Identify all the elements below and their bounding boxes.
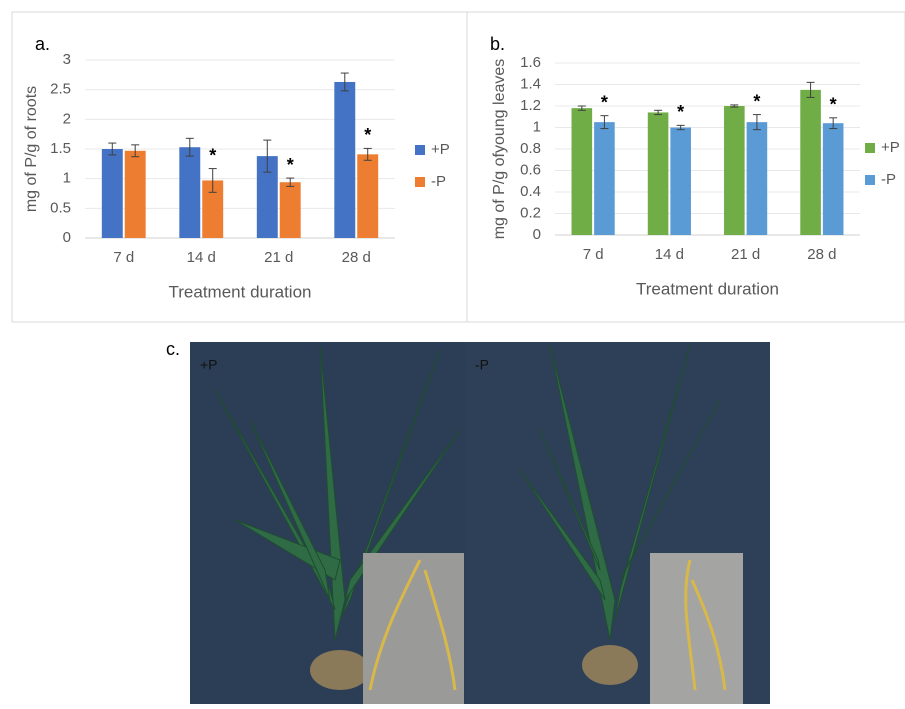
y-tick-label: 0.2: [520, 204, 541, 221]
root-ball: [310, 650, 370, 690]
panel-label: c.: [166, 339, 180, 359]
y-tick-label: 1: [63, 170, 71, 187]
legend-swatch: [865, 143, 875, 153]
legend-swatch: [415, 177, 425, 187]
legend-swatch: [415, 145, 425, 155]
bar: [357, 154, 378, 238]
legend-swatch: [865, 175, 875, 185]
x-axis-title: Treatment duration: [169, 282, 312, 301]
x-tick-label: 7 d: [113, 249, 134, 266]
photo-label: +P: [200, 357, 218, 373]
x-tick-label: 28 d: [342, 249, 371, 266]
y-axis-title: mg of P/g ofyoung leaves: [491, 59, 508, 240]
y-tick-label: 2.5: [50, 81, 71, 98]
bar: [747, 122, 768, 235]
bar: [125, 151, 146, 238]
inset: [650, 553, 743, 704]
bar: [594, 122, 615, 235]
y-tick-label: 0.6: [520, 161, 541, 178]
bar: [280, 182, 301, 238]
significance-marker: *: [830, 95, 837, 115]
y-tick-label: 1.5: [50, 140, 71, 157]
significance-marker: *: [677, 102, 684, 122]
significance-marker: *: [209, 145, 216, 165]
x-tick-label: 21 d: [264, 249, 293, 266]
y-tick-label: 1.2: [520, 97, 541, 114]
bar: [670, 128, 691, 236]
y-tick-label: 1.6: [520, 54, 541, 71]
significance-marker: *: [601, 92, 608, 112]
panel-frame: [12, 12, 467, 322]
y-tick-label: 3: [63, 51, 71, 68]
bar: [572, 108, 593, 235]
bar: [823, 123, 844, 235]
bar: [724, 106, 745, 235]
bar: [179, 147, 200, 238]
bar: [648, 112, 669, 235]
y-tick-label: 0.5: [50, 199, 71, 216]
legend-label: +P: [431, 141, 450, 158]
bar: [334, 82, 355, 238]
x-tick-label: 28 d: [807, 246, 836, 263]
legend-label: -P: [881, 171, 896, 188]
x-tick-label: 14 d: [655, 246, 684, 263]
x-axis-title: Treatment duration: [636, 279, 779, 298]
significance-marker: *: [364, 125, 371, 145]
legend-label: -P: [431, 173, 446, 190]
photo: +P -P: [190, 342, 770, 704]
y-axis-title: mg of P/g of roots: [23, 86, 40, 212]
y-tick-label: 0: [63, 229, 71, 246]
y-tick-label: 0.8: [520, 140, 541, 157]
legend-label: +P: [881, 139, 900, 156]
y-tick-label: 0: [533, 226, 541, 243]
photo-label: -P: [475, 357, 489, 373]
bar: [800, 90, 821, 235]
panel-label: b.: [490, 34, 505, 54]
x-tick-label: 7 d: [583, 246, 604, 263]
x-tick-label: 21 d: [731, 246, 760, 263]
panel-label: a.: [35, 34, 50, 54]
y-tick-label: 0.4: [520, 183, 541, 200]
significance-marker: *: [753, 91, 760, 111]
figure: +P -P c. a. 0 0.5 1 1.5 2 2.5 3 7 d 14 d * 21 d * 28 …: [0, 0, 905, 704]
x-tick-label: 14 d: [187, 249, 216, 266]
y-tick-label: 1.4: [520, 75, 541, 92]
bar: [102, 149, 123, 238]
y-tick-label: 2: [63, 110, 71, 127]
root-ball: [582, 645, 638, 685]
y-tick-label: 1: [533, 118, 541, 135]
significance-marker: *: [287, 155, 294, 175]
